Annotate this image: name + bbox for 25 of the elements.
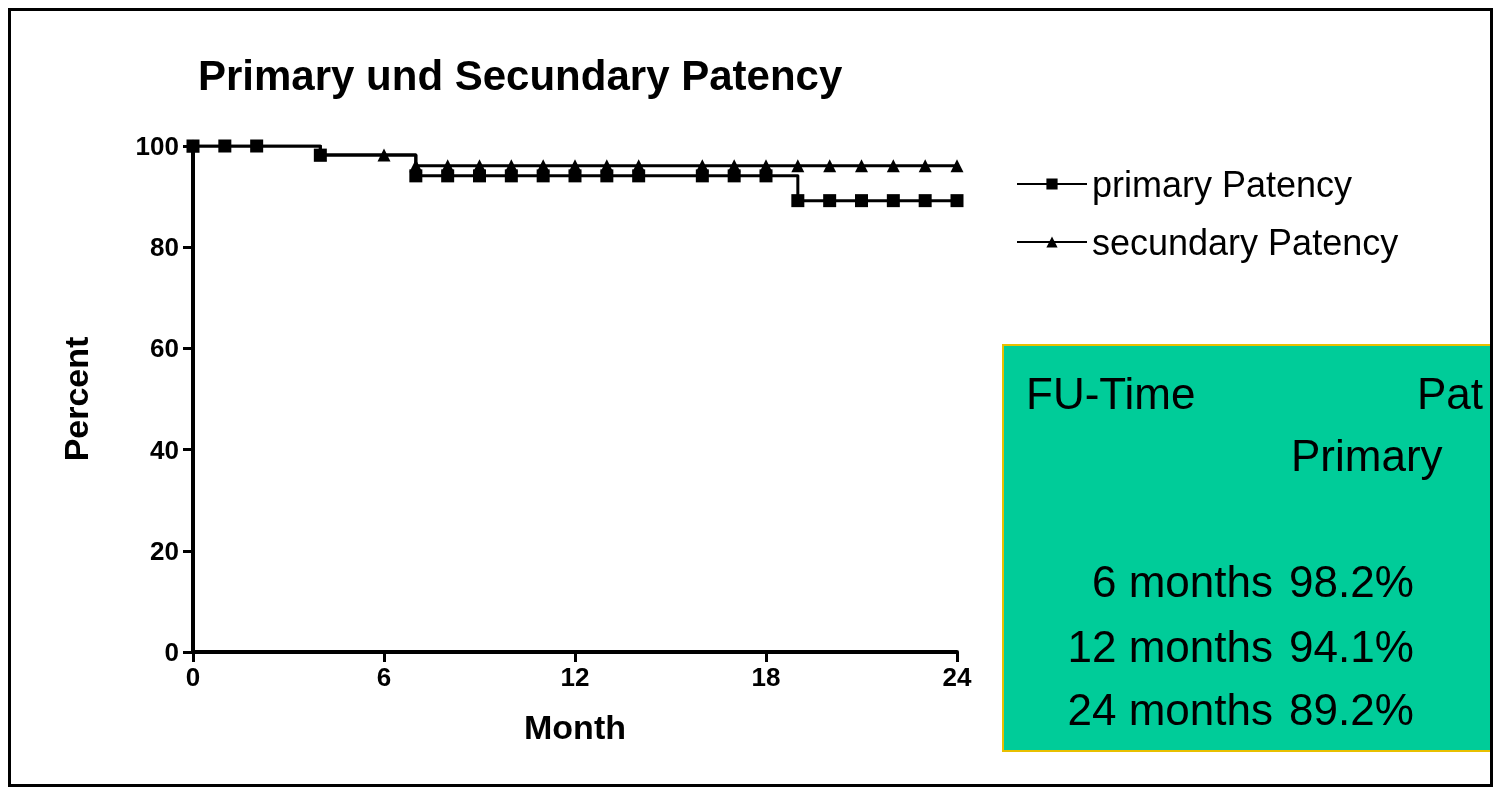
- x-tick-label: 0: [185, 662, 201, 692]
- x-tick-label: 24: [942, 662, 972, 692]
- y-tick-label: 80: [150, 232, 179, 263]
- text: Pat: [1416, 368, 1483, 418]
- x-tick-label: 12: [560, 662, 590, 692]
- y-axis-title: Percent: [57, 336, 95, 462]
- y-tick-label: 100: [135, 131, 179, 161]
- y-tick-label: 40: [150, 434, 179, 465]
- text: 12 months: [1067, 621, 1273, 671]
- y-tick-label: 60: [150, 333, 179, 364]
- y-tick-label: 20: [150, 535, 179, 566]
- x-axis-title: Month: [524, 708, 626, 746]
- text: FU-Time: [1026, 368, 1196, 418]
- text: 94.1%: [1289, 621, 1414, 671]
- legend-label: secundary Patency: [1092, 221, 1399, 263]
- text: 98.2%: [1289, 556, 1414, 606]
- chart-title: Primary und Secundary Patency: [198, 51, 843, 99]
- text: Primary: [1291, 430, 1443, 480]
- x-tick-label: 18: [751, 662, 781, 692]
- text: 24 months: [1067, 684, 1273, 734]
- text: 6 months: [1092, 556, 1273, 606]
- legend-label: primary Patency: [1092, 163, 1353, 205]
- text: 89.2%: [1289, 684, 1414, 734]
- x-tick-label: 6: [376, 662, 392, 692]
- y-tick-label: 0: [164, 637, 179, 667]
